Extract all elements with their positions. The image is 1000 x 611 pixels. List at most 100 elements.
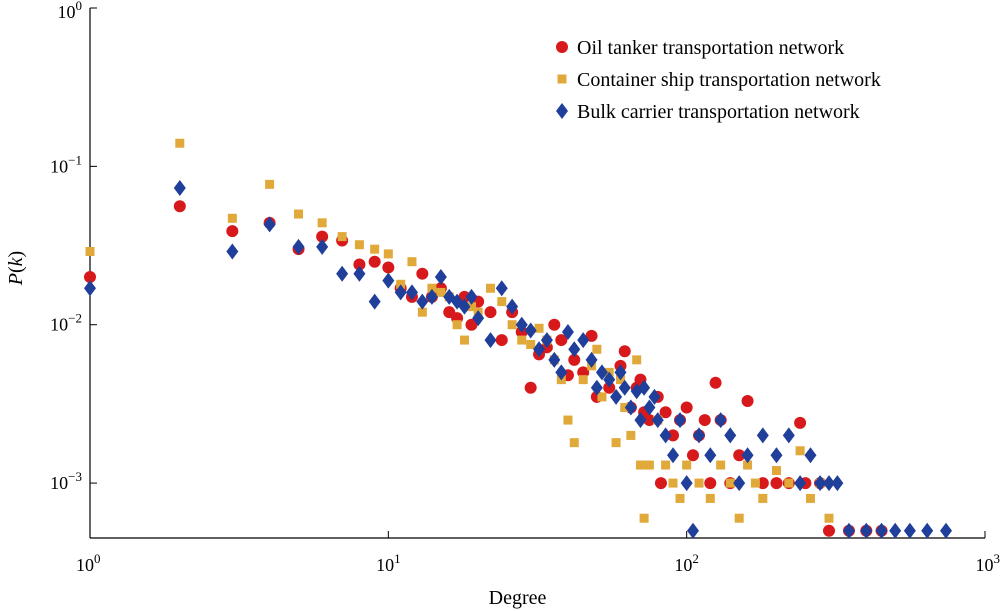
- data-point: [436, 287, 446, 297]
- data-point: [638, 379, 651, 396]
- data-point: [495, 280, 508, 297]
- data-point: [459, 335, 469, 345]
- data-points: [84, 138, 952, 539]
- data-point: [568, 341, 581, 358]
- data-point: [368, 293, 381, 310]
- data-point: [506, 298, 519, 315]
- data-point: [939, 522, 952, 539]
- data-point: [675, 493, 685, 503]
- data-point: [524, 322, 537, 339]
- data-point: [734, 513, 744, 523]
- data-point: [336, 265, 349, 282]
- x-tick-label: 102: [674, 551, 699, 575]
- legend-label: Bulk carrier transportation network: [577, 101, 860, 123]
- data-point: [417, 307, 427, 317]
- data-point: [427, 283, 437, 293]
- data-point: [507, 320, 517, 330]
- data-point: [84, 280, 96, 297]
- data-point: [661, 460, 671, 470]
- data-point: [743, 460, 753, 470]
- data-point: [85, 246, 95, 256]
- data-point: [484, 306, 497, 319]
- data-point: [603, 371, 616, 388]
- data-point: [416, 267, 429, 280]
- y-tick-label: 10−1: [50, 152, 82, 176]
- y-tick-label: 10−2: [50, 311, 82, 335]
- data-point: [425, 288, 438, 305]
- x-tick-label: 101: [376, 551, 401, 575]
- data-point: [782, 427, 795, 444]
- data-point: [794, 416, 807, 429]
- data-point: [680, 401, 693, 414]
- data-point: [795, 446, 805, 456]
- data-point: [548, 318, 561, 331]
- data-point: [353, 258, 366, 271]
- data-point: [405, 284, 418, 301]
- data-point: [416, 293, 429, 310]
- data-point: [515, 316, 528, 333]
- data-point: [568, 353, 581, 366]
- data-point: [770, 447, 783, 464]
- data-point: [382, 261, 395, 274]
- data-point: [618, 345, 631, 358]
- data-point: [686, 522, 699, 539]
- legend-item: Bulk carrier transportation network: [556, 101, 860, 123]
- data-point: [611, 438, 621, 448]
- x-tick-label: 100: [76, 551, 101, 575]
- data-point: [578, 375, 588, 385]
- data-point: [667, 429, 680, 442]
- data-point: [353, 265, 366, 282]
- data-point: [648, 388, 661, 405]
- data-point: [263, 216, 276, 233]
- data-point: [452, 320, 462, 330]
- data-point: [794, 475, 807, 492]
- data-point: [875, 522, 888, 539]
- data-point: [889, 522, 902, 539]
- y-tick-label: 100: [58, 0, 83, 22]
- data-point: [709, 376, 722, 389]
- data-point: [227, 213, 237, 223]
- data-point: [592, 344, 602, 354]
- data-point: [484, 332, 497, 349]
- y-axis-label: P(k): [5, 251, 27, 286]
- data-point: [704, 447, 717, 464]
- data-point: [716, 460, 726, 470]
- data-point: [569, 438, 579, 448]
- legend-marker: [557, 74, 567, 84]
- data-point: [618, 379, 631, 396]
- data-point: [394, 284, 407, 301]
- data-point: [294, 209, 304, 219]
- legend-item: Oil tanker transportation network: [556, 37, 844, 59]
- data-point: [680, 475, 693, 492]
- data-point: [804, 447, 817, 464]
- data-point: [497, 297, 507, 307]
- data-point: [316, 230, 329, 243]
- data-point: [823, 475, 836, 492]
- data-point: [659, 427, 672, 444]
- data-point: [674, 412, 687, 429]
- data-point: [226, 243, 239, 260]
- data-point: [597, 392, 607, 402]
- data-point: [624, 399, 637, 416]
- data-point: [585, 351, 598, 368]
- data-point: [714, 412, 727, 429]
- data-point: [659, 406, 672, 419]
- series-circle: [84, 200, 888, 537]
- data-point: [465, 288, 478, 305]
- series-square: [85, 138, 834, 523]
- data-point: [903, 522, 916, 539]
- data-point: [472, 310, 485, 327]
- data-point: [540, 332, 553, 349]
- data-point: [590, 379, 603, 396]
- data-point: [226, 225, 239, 238]
- data-point: [643, 414, 656, 427]
- data-point: [577, 332, 590, 349]
- data-point: [686, 449, 699, 462]
- data-point: [585, 329, 598, 342]
- data-point: [733, 475, 746, 492]
- data-point: [407, 257, 417, 267]
- data-point: [756, 427, 769, 444]
- data-point: [698, 414, 711, 427]
- data-point: [370, 244, 380, 254]
